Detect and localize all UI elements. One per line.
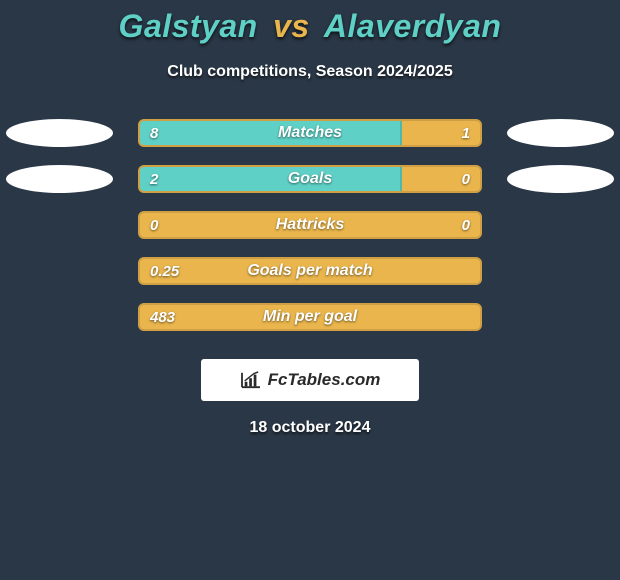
- subtitle: Club competitions, Season 2024/2025: [0, 63, 620, 81]
- stat-row: 0.25Goals per match: [0, 249, 620, 295]
- stat-bar: 483Min per goal: [138, 303, 482, 331]
- team-badge-left: [6, 165, 113, 193]
- team-badge-right: [507, 119, 614, 147]
- brand-badge: FcTables.com: [201, 359, 419, 401]
- stat-bar: 8Matches1: [138, 119, 482, 147]
- stat-value-right: 0: [462, 213, 470, 237]
- stat-row: 483Min per goal: [0, 295, 620, 341]
- stat-value-right: 0: [462, 167, 470, 191]
- team-badge-left: [6, 119, 113, 147]
- title-vs: vs: [273, 8, 310, 44]
- brand-text: FcTables.com: [268, 370, 381, 390]
- stat-label: Goals: [140, 167, 480, 191]
- stat-bar: 0.25Goals per match: [138, 257, 482, 285]
- stat-label: Min per goal: [140, 305, 480, 329]
- stat-bar: 0Hattricks0: [138, 211, 482, 239]
- stat-bar: 2Goals0: [138, 165, 482, 193]
- bar-chart-icon: [240, 371, 262, 389]
- team-badge-right: [507, 165, 614, 193]
- stat-row: 8Matches1: [0, 111, 620, 157]
- stat-row: 0Hattricks0: [0, 203, 620, 249]
- title-player2: Alaverdyan: [324, 8, 502, 44]
- stat-value-right: 1: [462, 121, 470, 145]
- page-title: Galstyan vs Alaverdyan: [0, 8, 620, 45]
- stat-label: Hattricks: [140, 213, 480, 237]
- infographic-container: Galstyan vs Alaverdyan Club competitions…: [0, 0, 620, 580]
- stats-list: 8Matches12Goals00Hattricks00.25Goals per…: [0, 111, 620, 341]
- date-text: 18 october 2024: [0, 419, 620, 437]
- stat-label: Matches: [140, 121, 480, 145]
- stat-label: Goals per match: [140, 259, 480, 283]
- stat-row: 2Goals0: [0, 157, 620, 203]
- title-player1: Galstyan: [119, 8, 258, 44]
